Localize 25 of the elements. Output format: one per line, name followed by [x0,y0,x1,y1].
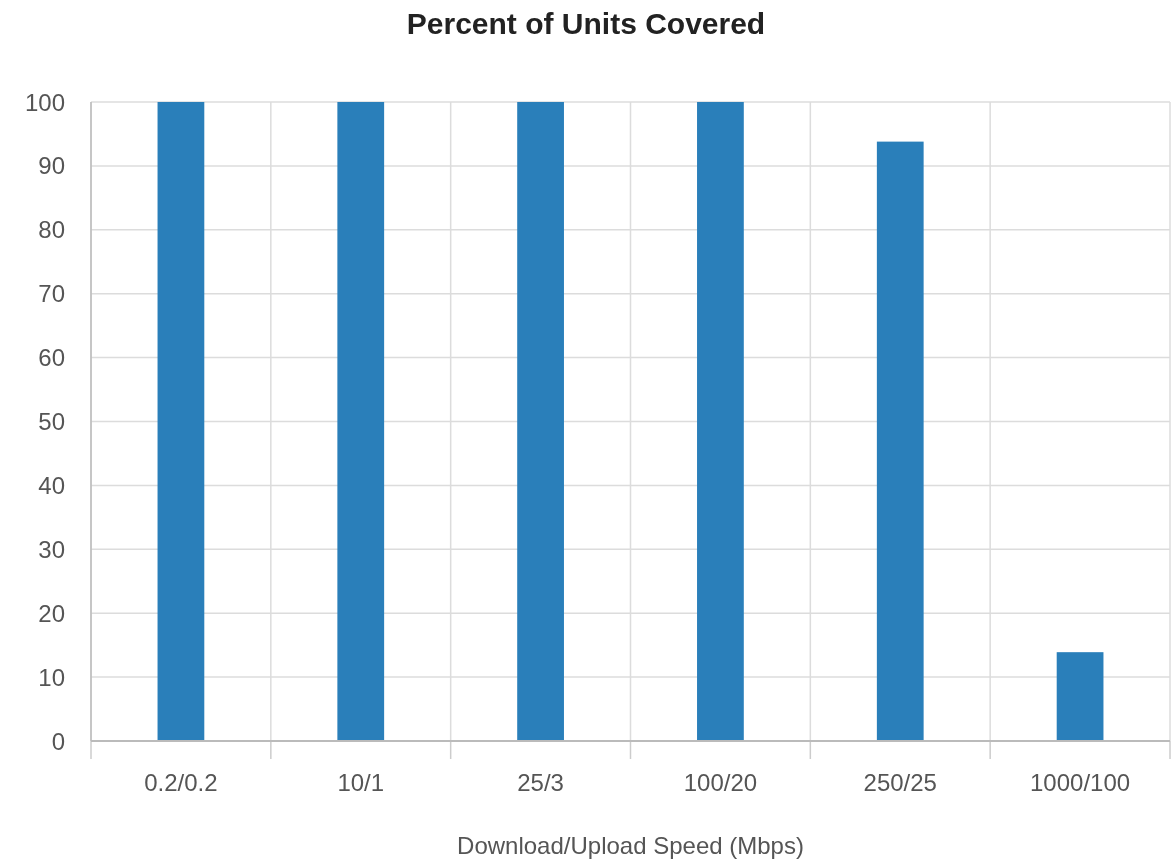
x-tick-label: 100/20 [683,769,758,796]
x-tick-label: 25/3 [517,769,564,796]
y-tick-label: 50 [38,408,65,435]
bar [157,102,205,741]
x-tick-label: 1000/100 [1030,769,1131,796]
y-tick-label: 100 [24,88,65,116]
y-tick-label: 20 [38,599,65,627]
y-tick-label: 90 [38,152,65,180]
chart-title: Percent of Units Covered [406,7,766,40]
bar [697,102,744,741]
y-tick-label: 0 [51,727,65,755]
y-tick-label: 60 [38,344,65,372]
y-tick-label: 40 [38,471,65,499]
bar [876,141,924,741]
y-tick-label: 80 [38,216,65,244]
x-axis-title: Download/Upload Speed (Mbps) [457,832,804,859]
y-tick-label: 30 [38,535,65,563]
y-tick-label: 10 [38,663,65,691]
y-tick-label: 70 [38,280,65,308]
x-tick-label: 250/25 [863,769,937,796]
bar [517,102,564,741]
x-tick-label: 0.2/0.2 [144,769,218,796]
x-tick-label: 10/1 [337,769,385,796]
bar [337,102,385,741]
bar [1056,652,1104,741]
